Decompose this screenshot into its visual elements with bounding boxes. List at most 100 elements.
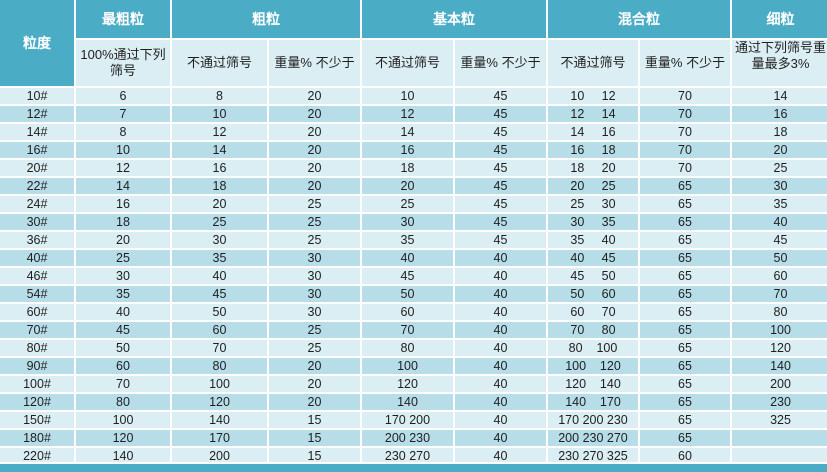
value-cell: 70: [730, 284, 827, 304]
table-header: 粒度 最粗粒 粗粒 基本粒 混合粒 细粒 100%通过下列筛号 不通过筛号 重量…: [0, 0, 827, 88]
value-cell: 14: [74, 176, 172, 196]
value-cell: 80 100: [546, 338, 640, 358]
value-cell: 16: [360, 140, 455, 160]
value-cell: 40: [453, 320, 548, 340]
value-cell: 140: [74, 446, 172, 462]
value-cell: 45: [453, 86, 548, 106]
value-cell: 45: [453, 230, 548, 250]
value-cell: 25: [267, 320, 362, 340]
grit-size-cell: 22#: [0, 176, 76, 196]
value-cell: 120: [170, 392, 269, 412]
value-cell: 14: [170, 140, 269, 160]
group-header-coarsest-grain: 最粗粒: [74, 0, 172, 40]
grit-size-cell: 20#: [0, 158, 76, 178]
subheader-fine-pass-sieve-max-text: 通过下列筛号重量最多3%: [735, 40, 826, 71]
value-cell: 40: [453, 302, 548, 322]
value-cell: 12 14: [546, 104, 640, 124]
value-cell: 20: [267, 140, 362, 160]
grit-size-cell: 70#: [0, 320, 76, 340]
value-cell: 140: [170, 410, 269, 430]
value-cell: 20: [267, 158, 362, 178]
value-cell: 20: [267, 86, 362, 106]
value-cell: 45: [453, 212, 548, 232]
value-cell: 70: [638, 140, 732, 160]
value-cell: 45: [453, 176, 548, 196]
value-cell: 8: [170, 86, 269, 106]
value-cell: 140: [360, 392, 455, 412]
grit-size-cell: 30#: [0, 212, 76, 232]
value-cell: 120: [730, 338, 827, 358]
value-cell: 40: [453, 392, 548, 412]
value-cell: 40: [453, 446, 548, 462]
corner-header-grit-size: 粒度: [0, 0, 76, 88]
grit-size-table-container: 粒度 最粗粒 粗粒 基本粒 混合粒 细粒 100%通过下列筛号 不通过筛号 重量…: [0, 0, 827, 462]
group-header-mixed-grain: 混合粒: [546, 0, 732, 40]
table-row: 14# 8 12 20 14 45 14 16 70 18: [0, 122, 827, 142]
value-cell: 45: [453, 140, 548, 160]
value-cell: 18 20: [546, 158, 640, 178]
subheader-coarse-weight-min: 重量% 不少于: [267, 38, 362, 88]
group-header-coarse-grain: 粗粒: [170, 0, 362, 40]
value-cell: 25: [360, 194, 455, 214]
value-cell: 35: [730, 194, 827, 214]
value-cell: 20: [170, 194, 269, 214]
value-cell: 25: [267, 194, 362, 214]
value-cell: 45: [453, 104, 548, 124]
value-cell: 65: [638, 428, 732, 448]
value-cell: 45: [453, 158, 548, 178]
value-cell: 170 200 230: [546, 410, 640, 430]
value-cell: 120 140: [546, 374, 640, 394]
value-cell: 60: [360, 302, 455, 322]
value-cell: 40: [170, 266, 269, 286]
grit-size-cell: 100#: [0, 374, 76, 394]
value-cell: 100: [74, 410, 172, 430]
value-cell: 200 230: [360, 428, 455, 448]
table-body: 10# 6 8 20 10 45 10 12 70 14 12# 7 10 20 12 45 12 14 70 1…: [0, 86, 827, 462]
value-cell: 7: [74, 104, 172, 124]
value-cell: 10: [360, 86, 455, 106]
value-cell: [730, 428, 827, 448]
table-row: 20# 12 16 20 18 45 18 20 70 25: [0, 158, 827, 178]
value-cell: 35: [360, 230, 455, 250]
value-cell: 20: [267, 176, 362, 196]
grit-size-cell: 16#: [0, 140, 76, 160]
table-row: 40# 25 35 30 40 40 40 45 65 50: [0, 248, 827, 268]
value-cell: 16 18: [546, 140, 640, 160]
subheader-mixed-weight-min: 重量% 不少于: [638, 38, 732, 88]
table-row: 100# 70 100 20 120 40 120 140 65 200: [0, 374, 827, 394]
value-cell: 65: [638, 194, 732, 214]
value-cell: 70: [638, 122, 732, 142]
value-cell: 30: [74, 266, 172, 286]
value-cell: 80: [360, 338, 455, 358]
subheader-basic-not-pass-sieve: 不通过筛号: [360, 38, 455, 88]
value-cell: 200 230 270: [546, 428, 640, 448]
value-cell: 45: [453, 122, 548, 142]
value-cell: 120: [74, 428, 172, 448]
value-cell: 25: [267, 230, 362, 250]
value-cell: 60: [170, 320, 269, 340]
value-cell: 18: [360, 158, 455, 178]
value-cell: 65: [638, 230, 732, 250]
grit-size-cell: 14#: [0, 122, 76, 142]
grit-size-cell: 54#: [0, 284, 76, 304]
value-cell: 10: [74, 140, 172, 160]
value-cell: 6: [74, 86, 172, 106]
value-cell: 30 35: [546, 212, 640, 232]
value-cell: 12: [74, 158, 172, 178]
value-cell: 30: [360, 212, 455, 232]
value-cell: 20 25: [546, 176, 640, 196]
value-cell: 40: [453, 338, 548, 358]
value-cell: 25: [74, 248, 172, 268]
value-cell: 30: [267, 248, 362, 268]
value-cell: 65: [638, 392, 732, 412]
value-cell: 20: [267, 104, 362, 124]
value-cell: 230: [730, 392, 827, 412]
table-row: 60# 40 50 30 60 40 60 70 65 80: [0, 302, 827, 322]
value-cell: 20: [267, 356, 362, 376]
value-cell: 200: [170, 446, 269, 462]
value-cell: [730, 446, 827, 462]
group-header-basic-grain: 基本粒: [360, 0, 548, 40]
value-cell: 25: [730, 158, 827, 178]
value-cell: 60: [74, 356, 172, 376]
subheader-basic-weight-min: 重量% 不少于: [453, 38, 548, 88]
